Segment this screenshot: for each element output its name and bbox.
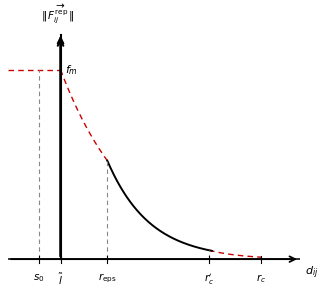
Text: $\tilde{l}$: $\tilde{l}$ [58, 272, 63, 287]
Text: $r_c'$: $r_c'$ [204, 272, 214, 287]
Text: $f_m$: $f_m$ [65, 63, 78, 77]
Text: $d_{ij}$: $d_{ij}$ [305, 265, 319, 281]
Text: $r_c$: $r_c$ [256, 272, 266, 285]
Text: $r_{\mathrm{eps}}$: $r_{\mathrm{eps}}$ [98, 272, 117, 285]
Text: $\|\, \overrightarrow{F_{ij}^{\rm rep}}\, \|$: $\|\, \overrightarrow{F_{ij}^{\rm rep}}\… [41, 2, 75, 26]
Text: $s_0$: $s_0$ [33, 272, 44, 284]
